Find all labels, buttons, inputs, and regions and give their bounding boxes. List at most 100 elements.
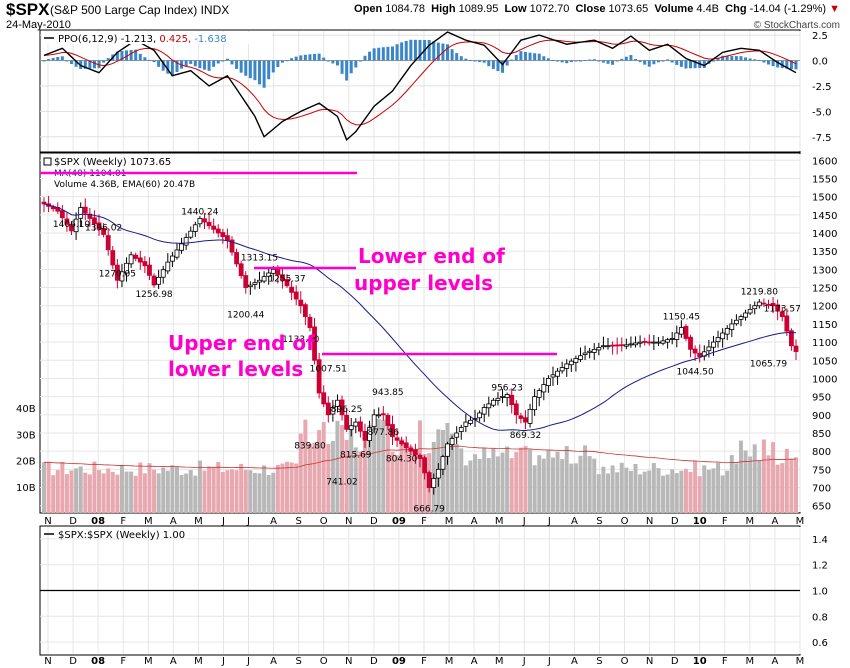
volume-bar [317, 430, 322, 513]
candle-body [463, 421, 469, 427]
ppo-histogram-bar [345, 60, 349, 81]
mid-axis-month-4: M [144, 516, 153, 527]
volume-tick-label: 30B [16, 430, 36, 441]
candle-body [293, 291, 299, 300]
volume-bar [46, 461, 51, 513]
mid-axis-month-3: F [120, 516, 126, 527]
candle-body [711, 341, 716, 348]
candle-body [124, 262, 129, 274]
volume-bar [362, 431, 367, 513]
candle-body [793, 345, 799, 352]
candle-legend-icon [43, 157, 52, 166]
volume-bar [294, 463, 299, 513]
volume-bar [532, 465, 537, 513]
price-label-9: 1007.51 [310, 365, 347, 375]
candle-body [179, 243, 184, 251]
candle-body [225, 235, 230, 241]
ratio-tick-label: 1.0 [812, 587, 828, 598]
ppo-histogram-bar [501, 60, 505, 73]
volume-bar [500, 452, 505, 513]
ppo-histogram-bar [482, 60, 486, 63]
ppo-histogram-bar [519, 51, 523, 61]
price-tick-label: 1350 [812, 247, 837, 258]
ppo-histogram-bar [230, 60, 234, 65]
ppo-histogram-bar [134, 49, 138, 61]
candle-body [114, 264, 120, 281]
candle-body [183, 237, 189, 246]
ppo-histogram-bar [537, 53, 541, 61]
candle-body [789, 330, 794, 347]
candle-body [619, 344, 625, 347]
candle-body [211, 225, 217, 230]
volume-bar [385, 426, 390, 513]
ppo-histogram-bar [280, 60, 284, 63]
ppo-histogram-bar [202, 60, 206, 70]
volume-bar [289, 462, 294, 513]
volume-bar [239, 463, 244, 513]
bottom-axis-month-22: S [596, 656, 602, 667]
price-label-10: 839.80 [294, 442, 326, 452]
ppo-histogram-bar [436, 42, 440, 61]
candle-body [766, 303, 771, 306]
price-label-12: 877.86 [368, 428, 400, 438]
candle-body [477, 412, 483, 419]
volume-bar [142, 473, 147, 513]
volume-bar [642, 471, 647, 513]
quote-date: 24-May-2010 [6, 19, 71, 31]
bottom-axis-month-25: D [671, 656, 679, 667]
ppo-histogram-bar [212, 60, 216, 67]
ppo-histogram-bar [643, 60, 647, 65]
volume-bar [285, 461, 290, 513]
volume-bar [344, 439, 349, 513]
volume-bar [491, 447, 496, 513]
volume-bar [321, 422, 326, 513]
ppo-histogram-bar [468, 60, 472, 62]
volume-bar [147, 463, 152, 513]
ratio-tick-label: 0.8 [812, 612, 828, 623]
ppo-histogram-bar [51, 57, 55, 61]
volume-bar [184, 473, 189, 513]
ratio-tick-label: 1.4 [812, 535, 828, 546]
candle-body [665, 339, 671, 343]
ppo-histogram-bar [125, 50, 129, 61]
price-label-16: 666.79 [413, 505, 445, 515]
credit-label: © StockCharts.com [753, 20, 840, 31]
bottom-axis-month-30: M [796, 656, 805, 667]
volume-bar [179, 474, 184, 513]
ppo-histogram-bar [166, 60, 170, 74]
volume-bar [197, 460, 202, 513]
candle-body [637, 341, 643, 344]
candle-body [110, 250, 116, 266]
volume-bar [647, 470, 652, 513]
volume-bar [606, 473, 610, 513]
chg-value: -14.04 (-1.29%) [749, 3, 827, 15]
candle-body [431, 478, 437, 489]
candle-body [761, 302, 767, 305]
bottom-axis-month-14: 09 [392, 656, 406, 667]
candle-body [316, 359, 322, 394]
index-name-text: (S&P 500 Large Cap Index) [50, 3, 198, 17]
ppo-histogram-bar [313, 53, 317, 61]
price-tick-label: 1600 [812, 156, 837, 167]
ppo-histogram-bar [675, 60, 679, 65]
ppo-histogram-bar [556, 60, 560, 62]
ppo-histogram-bar [56, 57, 60, 61]
candle-body [353, 421, 359, 427]
price-tick-label: 1300 [812, 265, 837, 276]
ppo-histogram-bar [725, 55, 729, 61]
volume-bar [771, 442, 776, 513]
volume-bar [573, 463, 578, 513]
candle-body [623, 344, 629, 347]
volume-bar [752, 444, 757, 513]
volume-bar [688, 471, 693, 513]
candle-body [596, 347, 602, 351]
ppo-histogram-bar [326, 60, 330, 62]
ppo-histogram-bar [583, 60, 587, 62]
candle-body [426, 472, 432, 488]
ppo-histogram-bar [83, 60, 87, 69]
mid-axis-month-22: S [596, 516, 602, 527]
candle-body [582, 352, 588, 355]
ppo-histogram-bar [766, 60, 770, 65]
candle-body [344, 414, 350, 430]
volume-bar [381, 419, 386, 513]
